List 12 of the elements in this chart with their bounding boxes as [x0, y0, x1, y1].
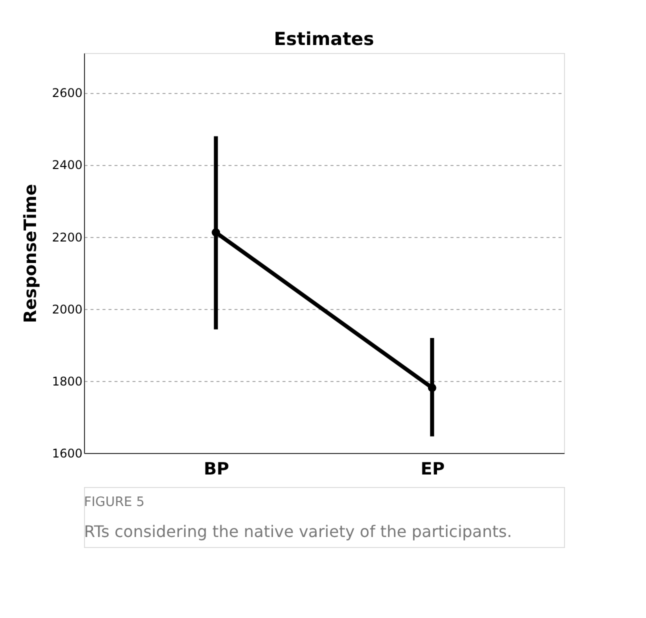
x-tick-label: EP — [420, 460, 445, 480]
y-tick-label: 2000 — [52, 302, 82, 316]
y-tick-label: 2200 — [52, 230, 82, 244]
x-tick-label: BP — [204, 460, 230, 480]
y-axis-title: ResponseTime — [20, 184, 41, 324]
y-tick-label: 1600 — [52, 446, 82, 460]
y-tick-label: 2400 — [52, 158, 82, 172]
y-tick-label: 2600 — [52, 86, 82, 100]
y-tick-label: 1800 — [52, 374, 82, 388]
caption: FIGURE 5 — [84, 495, 145, 510]
chart-title: Estimates — [274, 29, 374, 50]
text: RTs considering the native variety of the participants. — [84, 522, 512, 541]
